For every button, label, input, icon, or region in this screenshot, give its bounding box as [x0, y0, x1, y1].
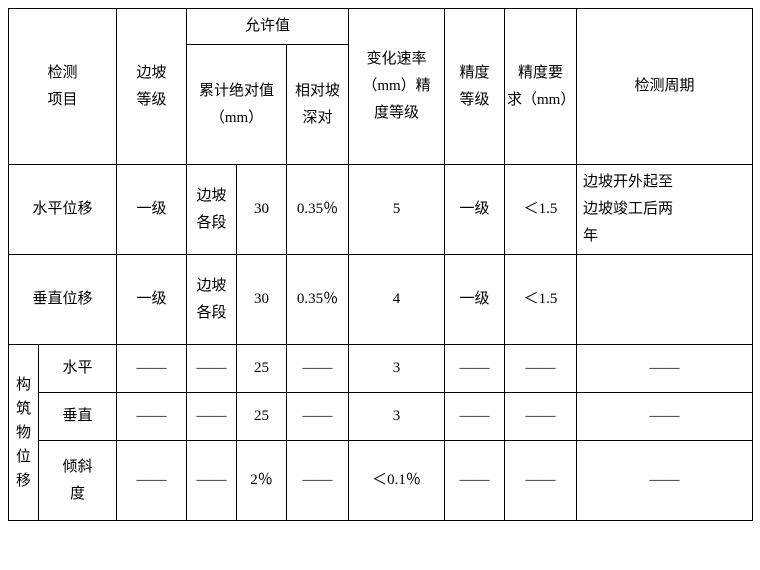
cell-abs2: 25	[237, 393, 287, 441]
cell-rate: 3	[349, 393, 445, 441]
table-row: 构 筑 物 位 移 水平 —— —— 25 —— 3 —— —— ——	[9, 345, 753, 393]
cell-cycle	[577, 255, 753, 345]
cell-cycle: ——	[577, 441, 753, 521]
cell-pgrade: ——	[445, 393, 505, 441]
cell-abs2: 30	[237, 255, 287, 345]
header-precision-req: 精度要 求（mm）	[505, 9, 577, 165]
cell-abs1: ——	[187, 345, 237, 393]
cell-item: 水平	[39, 345, 117, 393]
cell-slope-grade: ——	[117, 441, 187, 521]
cell-abs1: ——	[187, 393, 237, 441]
cell-rate: ＜0.1％	[349, 441, 445, 521]
cell-preq: ＜1.5	[505, 255, 577, 345]
cell-preq: ——	[505, 393, 577, 441]
cell-cycle: ——	[577, 345, 753, 393]
header-slope-grade: 边坡 等级	[117, 9, 187, 165]
cell-pgrade: ——	[445, 345, 505, 393]
cell-pgrade: 一级	[445, 255, 505, 345]
header-precision-grade: 精度 等级	[445, 9, 505, 165]
table-row: 垂直位移 一级 边坡 各段 30 0.35％ 4 一级 ＜1.5	[9, 255, 753, 345]
cell-slope-grade: ——	[117, 393, 187, 441]
header-row-1: 检测 项目 边坡 等级 允许值 变化速率 （mm）精 度等级 精度 等级 精度要…	[9, 9, 753, 45]
cell-abs2: 25	[237, 345, 287, 393]
header-cycle: 检测周期	[577, 9, 753, 165]
cell-item: 垂直位移	[9, 255, 117, 345]
cell-cycle: ——	[577, 393, 753, 441]
cell-rate: 5	[349, 165, 445, 255]
cell-slope-grade: ——	[117, 345, 187, 393]
measurement-table: 检测 项目 边坡 等级 允许值 变化速率 （mm）精 度等级 精度 等级 精度要…	[8, 8, 753, 521]
cell-cycle: 边坡开外起至 边坡竣工后两 年	[577, 165, 753, 255]
cell-slope-grade: 一级	[117, 165, 187, 255]
header-allowed: 允许值	[187, 9, 349, 45]
cell-rate: 4	[349, 255, 445, 345]
header-rate: 变化速率 （mm）精 度等级	[349, 9, 445, 165]
cell-rel: ——	[287, 441, 349, 521]
cell-abs1: ——	[187, 441, 237, 521]
cell-slope-grade: 一级	[117, 255, 187, 345]
cell-item: 倾斜 度	[39, 441, 117, 521]
cell-group-label: 构 筑 物 位 移	[9, 345, 39, 521]
table-row: 水平位移 一级 边坡 各段 30 0.35％ 5 一级 ＜1.5 边坡开外起至 …	[9, 165, 753, 255]
cell-abs1: 边坡 各段	[187, 165, 237, 255]
cell-rel: 0.35％	[287, 255, 349, 345]
header-allowed-abs: 累计绝对值 （mm）	[187, 45, 287, 165]
cell-rel: 0.35％	[287, 165, 349, 255]
cell-item: 水平位移	[9, 165, 117, 255]
cell-rel: ——	[287, 393, 349, 441]
cell-preq: ——	[505, 441, 577, 521]
header-allowed-rel: 相对坡 深对	[287, 45, 349, 165]
cell-abs1: 边坡 各段	[187, 255, 237, 345]
table-row: 倾斜 度 —— —— 2％ —— ＜0.1％ —— —— ——	[9, 441, 753, 521]
header-item: 检测 项目	[9, 9, 117, 165]
cell-abs2: 30	[237, 165, 287, 255]
table-row: 垂直 —— —— 25 —— 3 —— —— ——	[9, 393, 753, 441]
cell-pgrade: 一级	[445, 165, 505, 255]
cell-pgrade: ——	[445, 441, 505, 521]
cell-preq: ＜1.5	[505, 165, 577, 255]
cell-rel: ——	[287, 345, 349, 393]
cell-item: 垂直	[39, 393, 117, 441]
cell-rate: 3	[349, 345, 445, 393]
cell-abs2: 2％	[237, 441, 287, 521]
cell-preq: ——	[505, 345, 577, 393]
